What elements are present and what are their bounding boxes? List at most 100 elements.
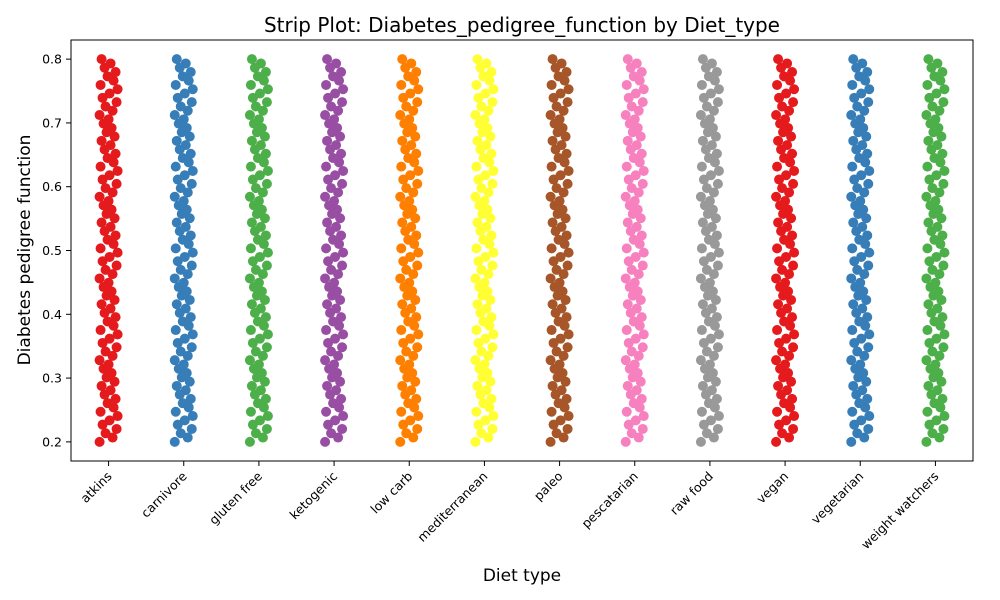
strip-point bbox=[546, 79, 557, 90]
strip-point bbox=[923, 380, 934, 391]
strip-point bbox=[481, 303, 492, 314]
strip-point bbox=[921, 191, 932, 202]
strip-point bbox=[701, 346, 712, 357]
strip-point bbox=[404, 277, 415, 288]
strip-point bbox=[632, 368, 643, 379]
strip-point bbox=[479, 196, 490, 207]
strip-point bbox=[329, 277, 340, 288]
strip-point bbox=[773, 54, 784, 65]
strip-point bbox=[787, 148, 798, 159]
strip-point bbox=[401, 101, 412, 112]
strip-point bbox=[922, 161, 933, 172]
data-strips bbox=[94, 54, 950, 447]
strip-point bbox=[789, 411, 800, 422]
strip-point bbox=[254, 415, 265, 426]
strip-point bbox=[481, 140, 492, 151]
strip-point bbox=[854, 316, 865, 327]
strip-point bbox=[927, 346, 938, 357]
strip-point bbox=[96, 380, 107, 391]
strip-point bbox=[636, 230, 647, 241]
strip-point bbox=[562, 97, 573, 108]
strip-point bbox=[410, 213, 421, 224]
strip-point bbox=[783, 368, 794, 379]
strip-point bbox=[406, 385, 417, 396]
strip-point bbox=[95, 325, 106, 336]
strip-point bbox=[478, 153, 489, 164]
strip-point bbox=[104, 333, 115, 344]
strip-point bbox=[186, 260, 197, 271]
strip-point bbox=[863, 342, 874, 353]
strip-point bbox=[563, 84, 574, 95]
strip-point bbox=[109, 213, 120, 224]
strip-point bbox=[109, 376, 120, 387]
strip-point bbox=[262, 411, 273, 422]
strip-point bbox=[336, 67, 347, 78]
strip-point bbox=[397, 135, 408, 146]
y-tick-label: 0.4 bbox=[42, 307, 62, 322]
strip-point bbox=[847, 161, 858, 172]
strip-point bbox=[556, 221, 567, 232]
strip-point bbox=[177, 153, 188, 164]
strip-point bbox=[777, 346, 788, 357]
strip-point bbox=[636, 67, 647, 78]
strip-point bbox=[547, 135, 558, 146]
strip-point bbox=[697, 54, 708, 65]
strip-mediterranean bbox=[470, 54, 499, 447]
strip-point bbox=[779, 398, 790, 409]
strip-point bbox=[103, 359, 114, 370]
strip-point bbox=[710, 376, 721, 387]
strip-point bbox=[94, 191, 105, 202]
strip-point bbox=[560, 376, 571, 387]
strip-point bbox=[638, 247, 649, 258]
strip-point bbox=[630, 251, 641, 262]
strip-point bbox=[707, 368, 718, 379]
strip-point bbox=[563, 165, 574, 176]
strip-point bbox=[621, 325, 632, 336]
strip-point bbox=[322, 217, 333, 228]
strip-point bbox=[472, 217, 483, 228]
strip-point bbox=[105, 140, 116, 151]
strip-point bbox=[932, 303, 943, 314]
strip-point bbox=[710, 131, 721, 142]
strip-point bbox=[856, 251, 867, 262]
strip-point bbox=[482, 286, 493, 297]
strip-point bbox=[175, 101, 186, 112]
strip-point bbox=[561, 312, 572, 323]
strip-point bbox=[629, 359, 640, 370]
strip-point bbox=[638, 411, 649, 422]
strip-point bbox=[854, 234, 865, 245]
strip-point bbox=[857, 385, 868, 396]
strip-point bbox=[848, 54, 859, 65]
strip-point bbox=[786, 294, 797, 305]
strip-point bbox=[939, 329, 950, 340]
strip-point bbox=[396, 79, 407, 90]
strip-point bbox=[179, 333, 190, 344]
strip-point bbox=[102, 398, 113, 409]
strip-point bbox=[861, 294, 872, 305]
strip-point bbox=[337, 342, 348, 353]
x-tick-label-low-carb: low carb bbox=[367, 468, 415, 516]
strip-point bbox=[179, 415, 190, 426]
strip-point bbox=[486, 393, 497, 404]
strip-point bbox=[771, 110, 782, 121]
strip-point bbox=[638, 84, 649, 95]
strip-point bbox=[246, 217, 257, 228]
strip-point bbox=[413, 329, 424, 340]
strip-point bbox=[259, 213, 270, 224]
strip-point bbox=[921, 355, 932, 366]
strip-point bbox=[187, 84, 198, 95]
strip-point bbox=[854, 71, 865, 82]
strip-point bbox=[783, 122, 794, 133]
strip-point bbox=[412, 342, 423, 353]
strip-point bbox=[932, 140, 943, 151]
strip-point bbox=[261, 178, 272, 189]
strip-point bbox=[710, 213, 721, 224]
strip-point bbox=[472, 54, 483, 65]
strip-point bbox=[476, 101, 487, 112]
strip-point bbox=[927, 428, 938, 439]
strip-point bbox=[858, 368, 869, 379]
strip-point bbox=[405, 170, 416, 181]
strip-point bbox=[697, 135, 708, 146]
strip-point bbox=[551, 346, 562, 357]
strip-point bbox=[403, 316, 414, 327]
